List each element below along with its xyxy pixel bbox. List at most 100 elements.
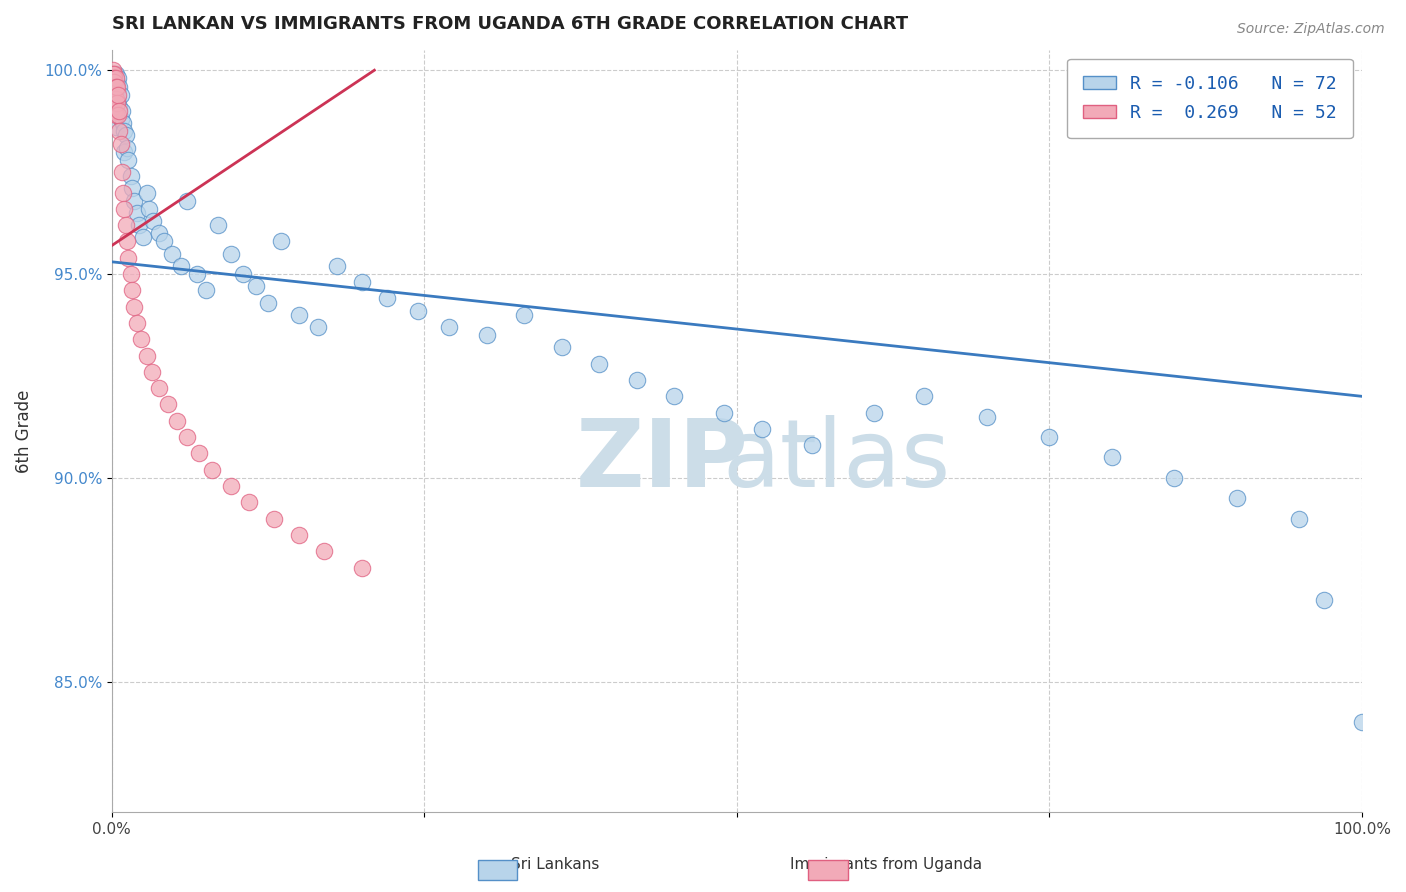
- Point: [219, 246, 242, 260]
- Point: [1101, 450, 1123, 465]
- Point: [188, 446, 211, 460]
- Point: [135, 186, 157, 200]
- Point: [115, 141, 138, 155]
- Point: [105, 95, 128, 110]
- Point: [107, 92, 129, 106]
- Point: [169, 259, 191, 273]
- Point: [112, 145, 135, 159]
- Point: [326, 259, 349, 273]
- Point: [101, 95, 124, 110]
- Point: [105, 95, 128, 110]
- Text: ZIP: ZIP: [575, 416, 748, 508]
- Point: [103, 67, 125, 81]
- Point: [201, 463, 224, 477]
- Point: [1163, 471, 1185, 485]
- Point: [111, 103, 134, 118]
- Point: [1226, 491, 1249, 506]
- Point: [104, 67, 127, 81]
- Point: [103, 103, 125, 118]
- Point: [800, 438, 823, 452]
- Point: [101, 100, 124, 114]
- Point: [112, 116, 135, 130]
- Point: [101, 87, 124, 102]
- Point: [125, 316, 148, 330]
- Point: [406, 303, 429, 318]
- Point: [121, 181, 143, 195]
- Point: [115, 235, 138, 249]
- Point: [160, 246, 183, 260]
- Point: [194, 284, 217, 298]
- Point: [1351, 715, 1374, 730]
- Point: [112, 124, 135, 138]
- Point: [101, 63, 124, 78]
- Point: [186, 267, 208, 281]
- Point: [108, 100, 131, 114]
- Point: [166, 414, 188, 428]
- Point: [120, 169, 142, 184]
- Point: [112, 202, 135, 216]
- Point: [125, 206, 148, 220]
- Point: [176, 194, 198, 208]
- Point: [148, 381, 170, 395]
- Point: [108, 124, 131, 138]
- Point: [120, 267, 142, 281]
- Point: [103, 95, 125, 110]
- Point: [138, 202, 160, 216]
- Point: [104, 71, 127, 86]
- Point: [112, 186, 135, 200]
- Point: [104, 92, 127, 106]
- Point: [108, 103, 131, 118]
- Point: [101, 103, 124, 118]
- Point: [232, 267, 254, 281]
- Point: [117, 251, 139, 265]
- Point: [1288, 511, 1310, 525]
- Point: [912, 389, 935, 403]
- Point: [314, 544, 336, 558]
- Point: [475, 328, 498, 343]
- Point: [551, 340, 574, 354]
- Point: [288, 308, 311, 322]
- Point: [350, 275, 373, 289]
- Text: Source: ZipAtlas.com: Source: ZipAtlas.com: [1237, 22, 1385, 37]
- Point: [101, 75, 124, 89]
- Point: [1313, 593, 1336, 607]
- Point: [105, 75, 128, 89]
- Point: [103, 75, 125, 89]
- Point: [101, 71, 124, 86]
- Point: [107, 108, 129, 122]
- Text: Immigrants from Uganda: Immigrants from Uganda: [790, 857, 981, 872]
- Point: [104, 108, 127, 122]
- Point: [1213, 63, 1236, 78]
- Point: [111, 165, 134, 179]
- Point: [114, 218, 136, 232]
- Point: [101, 67, 124, 81]
- Point: [110, 87, 132, 102]
- Point: [101, 71, 124, 86]
- Point: [103, 71, 125, 86]
- Y-axis label: 6th Grade: 6th Grade: [15, 389, 32, 473]
- Point: [129, 332, 152, 346]
- Point: [101, 92, 124, 106]
- Point: [976, 409, 998, 424]
- Text: atlas: atlas: [723, 416, 950, 508]
- Point: [117, 153, 139, 167]
- Point: [513, 308, 536, 322]
- Point: [207, 218, 229, 232]
- Point: [108, 79, 131, 94]
- Point: [107, 87, 129, 102]
- Point: [245, 279, 267, 293]
- Point: [148, 227, 170, 241]
- Point: [664, 389, 686, 403]
- Point: [157, 397, 180, 411]
- Legend: R = -0.106   N = 72, R =  0.269   N = 52: R = -0.106 N = 72, R = 0.269 N = 52: [1067, 59, 1353, 138]
- Point: [350, 560, 373, 574]
- Point: [107, 71, 129, 86]
- Point: [132, 230, 155, 244]
- Point: [101, 84, 124, 98]
- Point: [307, 320, 329, 334]
- Point: [1038, 430, 1060, 444]
- Point: [103, 92, 125, 106]
- Point: [104, 79, 127, 94]
- Point: [626, 373, 648, 387]
- Point: [104, 120, 127, 135]
